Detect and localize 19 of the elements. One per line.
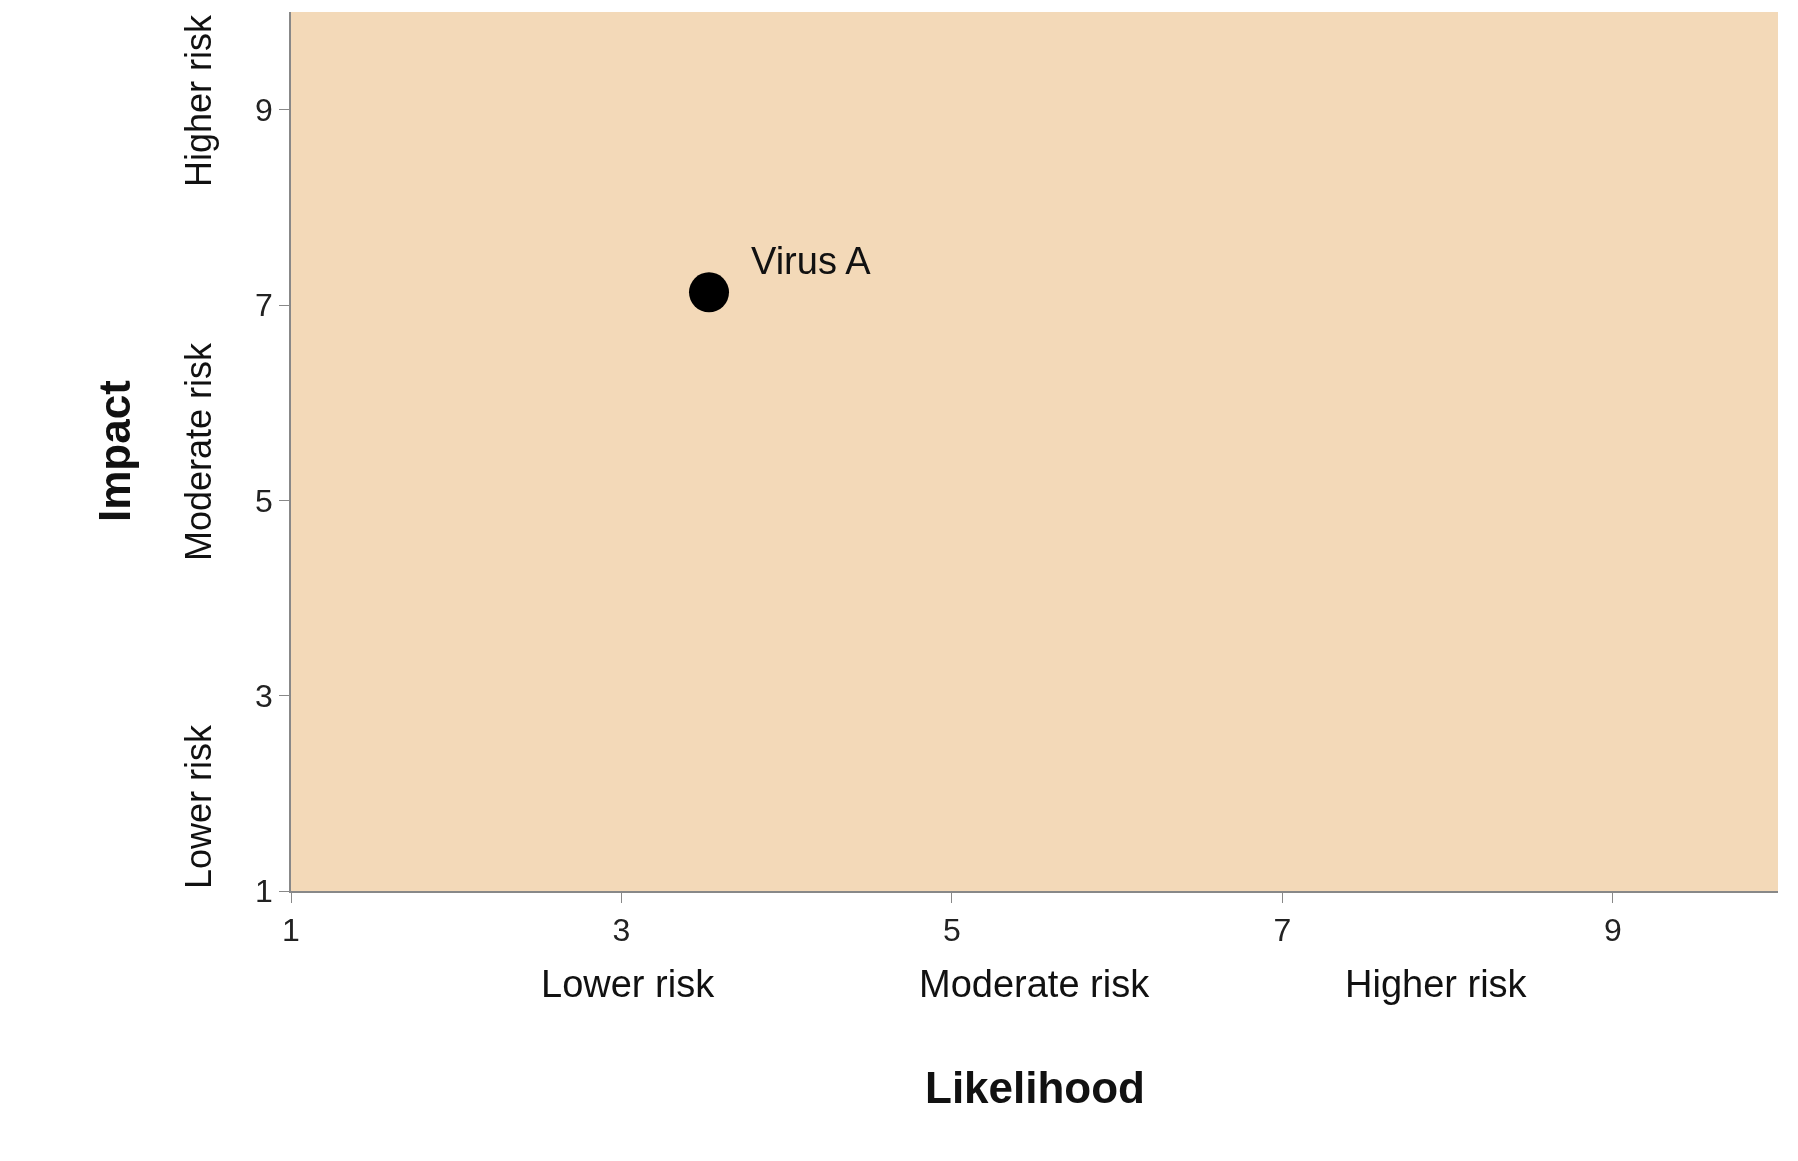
text: Lower risk [541, 963, 716, 1005]
annotation: Virus A [751, 240, 872, 282]
x-tick-label: 1 [282, 912, 300, 949]
y-tick-label: 7 [255, 287, 273, 324]
x-tick-label: 9 [1603, 912, 1622, 949]
x-tick-label: 3 [612, 912, 631, 949]
y-axis-title: Impact [90, 379, 139, 522]
x-axis-title: Likelihood [925, 1063, 1145, 1112]
x-tick-label: 7 [1273, 912, 1292, 949]
text: Moderate risk [178, 341, 219, 561]
text: Higher risk [1345, 963, 1528, 1005]
y-tick-label: 9 [255, 91, 273, 128]
text: Moderate risk [919, 963, 1151, 1005]
text: Higher risk [178, 13, 219, 187]
x-tick-label: 5 [942, 912, 961, 949]
y-tick-label: 5 [255, 482, 273, 519]
y-tick-label: 1 [255, 873, 273, 910]
y-tick-label: 3 [255, 677, 273, 714]
text: Lower risk [178, 723, 219, 889]
